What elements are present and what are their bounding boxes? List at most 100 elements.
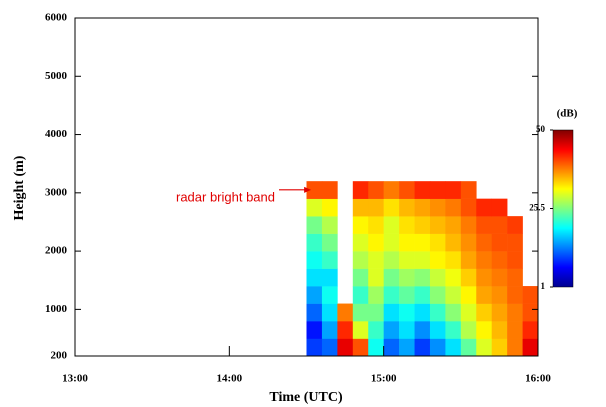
plot-frame — [74, 17, 539, 357]
heat-cell — [352, 321, 369, 339]
heat-cell — [383, 181, 400, 199]
x-axis-title: Time (UTC) — [269, 390, 343, 405]
heat-cell — [414, 268, 431, 287]
y-tick-label: 1000 — [45, 303, 68, 315]
heat-cell — [445, 338, 462, 357]
heat-cell — [383, 198, 400, 217]
heat-cell — [429, 233, 446, 252]
heat-cell — [306, 286, 323, 304]
heat-cell — [383, 303, 400, 322]
heat-cell — [399, 303, 415, 322]
heat-cell — [476, 303, 492, 322]
heat-cell — [460, 251, 477, 269]
heat-cell — [399, 198, 415, 217]
heat-cell — [399, 338, 415, 357]
heat-cell — [399, 268, 415, 287]
heat-cell — [383, 321, 400, 339]
heat-cell — [399, 233, 415, 252]
heat-cell — [306, 303, 323, 322]
heat-cell — [445, 233, 462, 252]
heat-cell — [429, 216, 446, 234]
heat-cell — [414, 181, 431, 199]
annotation-arrowhead — [304, 186, 312, 193]
heat-cell — [414, 233, 431, 252]
heat-cell — [460, 268, 477, 287]
heat-cell — [399, 181, 415, 199]
heat-cell — [321, 303, 338, 322]
heat-cell — [476, 321, 492, 339]
heat-cell — [476, 216, 492, 234]
heat-cell — [414, 321, 431, 339]
heat-cell — [414, 338, 431, 357]
heat-cell — [522, 321, 539, 339]
heat-cell — [445, 181, 462, 199]
heat-cell — [399, 321, 415, 339]
heat-cell — [352, 303, 369, 322]
heat-cell — [429, 338, 446, 357]
heat-cell — [321, 268, 338, 287]
heat-cell — [306, 251, 323, 269]
heat-cell — [445, 198, 462, 217]
heat-cell — [460, 321, 477, 339]
y-axis-title: Height (m) — [12, 155, 27, 220]
heat-cell — [507, 268, 523, 287]
heat-cell — [429, 181, 446, 199]
heat-cell — [476, 251, 492, 269]
heat-cell — [507, 303, 523, 322]
heat-cell — [337, 338, 354, 357]
annotation: radar bright band — [176, 189, 275, 204]
heat-cell — [460, 198, 477, 217]
heat-cell — [368, 321, 384, 339]
colorbar — [552, 129, 574, 288]
heat-cell — [507, 233, 523, 252]
heat-cell — [306, 181, 323, 199]
heat-cell — [476, 233, 492, 252]
heat-cell — [522, 338, 539, 357]
heat-cell — [368, 268, 384, 287]
heat-cell — [507, 321, 523, 339]
heat-cell — [414, 198, 431, 217]
heat-cell — [368, 216, 384, 234]
heat-cell — [429, 268, 446, 287]
heat-cell — [476, 268, 492, 287]
x-tick-label: 14:00 — [216, 373, 242, 385]
heat-cell — [368, 251, 384, 269]
y-tick-label: 4000 — [45, 128, 68, 140]
heat-cell — [460, 216, 477, 234]
heat-cell — [368, 303, 384, 322]
x-tick-label: 15:00 — [371, 373, 397, 385]
heat-cell — [445, 303, 462, 322]
heat-cell — [352, 338, 369, 357]
heat-cell — [460, 181, 477, 199]
heat-cell — [460, 338, 477, 357]
heat-cell — [507, 216, 523, 234]
heat-cell — [368, 233, 384, 252]
heat-cell — [460, 233, 477, 252]
heat-cell — [491, 303, 508, 322]
colorbar-tick-label: 50 — [536, 124, 546, 134]
heat-cell — [414, 286, 431, 304]
heat-cell — [352, 198, 369, 217]
heat-cell — [476, 286, 492, 304]
heat-cell — [383, 286, 400, 304]
x-tick-label: 16:00 — [525, 373, 551, 385]
heat-cell — [352, 181, 369, 199]
heat-cell — [429, 251, 446, 269]
heat-cell — [306, 321, 323, 339]
y-tick-label: 200 — [51, 350, 68, 362]
heat-cell — [337, 303, 354, 322]
heat-cell — [368, 198, 384, 217]
heat-cell — [507, 286, 523, 304]
y-tick-label: 2000 — [45, 245, 68, 257]
heat-cell — [337, 321, 354, 339]
heat-cell — [352, 286, 369, 304]
heat-cell — [321, 286, 338, 304]
heat-cell — [383, 233, 400, 252]
heat-cell — [414, 303, 431, 322]
heat-cell — [445, 216, 462, 234]
y-tick-label: 3000 — [45, 186, 68, 198]
heat-cell — [491, 233, 508, 252]
heat-cell — [352, 251, 369, 269]
heat-cell — [383, 268, 400, 287]
heat-cell — [429, 198, 446, 217]
